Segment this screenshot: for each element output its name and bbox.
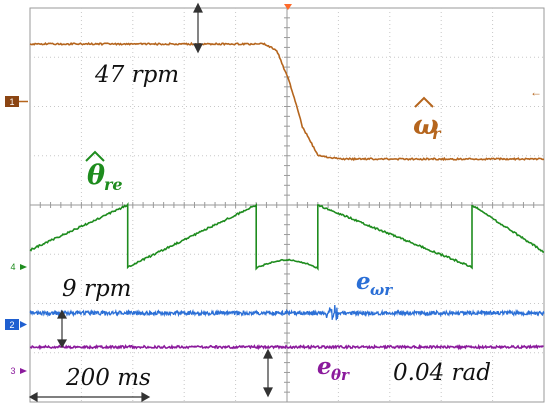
angle-error-label: e θr [317,353,350,384]
channel-marker-2: 2 [5,319,27,330]
channel-marker-1: 1 [5,96,28,107]
theta-hat-subscript: re [104,175,123,194]
angle-error-symbol: e [317,353,332,380]
time-div-label: 200 ms [65,365,151,391]
angle-error-value-label: 0.04 rad [393,360,491,386]
omega-scale-arrow [193,2,203,54]
theta-hat-symbol: θ [87,160,105,191]
channel-marker-3-label: 3 [10,366,15,376]
channel-marker-3: 3 [10,366,27,376]
omega-hat-symbol: ω [413,110,439,141]
angle-error-trace [29,343,544,351]
speed-error-symbol: e [356,268,371,295]
speed-error-label: e ωr [356,268,393,299]
channel-marker-4: 4 [10,262,27,272]
channel-marker-1-label: 1 [9,97,14,107]
trigger-marker [284,4,292,10]
omega-hat-subscript: r [432,124,442,143]
omega-hat-trace [29,41,545,162]
angle-error-scale-arrow [263,348,273,398]
channel-marker-4-label: 4 [10,262,15,272]
grid [29,7,545,403]
speed-error-subscript: ωr [370,281,393,299]
speed-error-trace [29,304,545,321]
theta-hat-label: θ re [85,150,123,194]
channel-marker-2-label: 2 [9,320,14,330]
speed-error-scale-arrow [56,309,68,349]
speed-error-value-label: 9 rpm [62,276,131,302]
omega-hat-label: ω r [413,96,442,143]
angle-error-subscript: θr [331,366,350,384]
time-scale-arrow [28,391,151,403]
right-edge-arrow-icon: ← [530,85,542,99]
theta-hat-trace [29,202,545,271]
omega-value-label: 47 rpm [94,62,179,88]
